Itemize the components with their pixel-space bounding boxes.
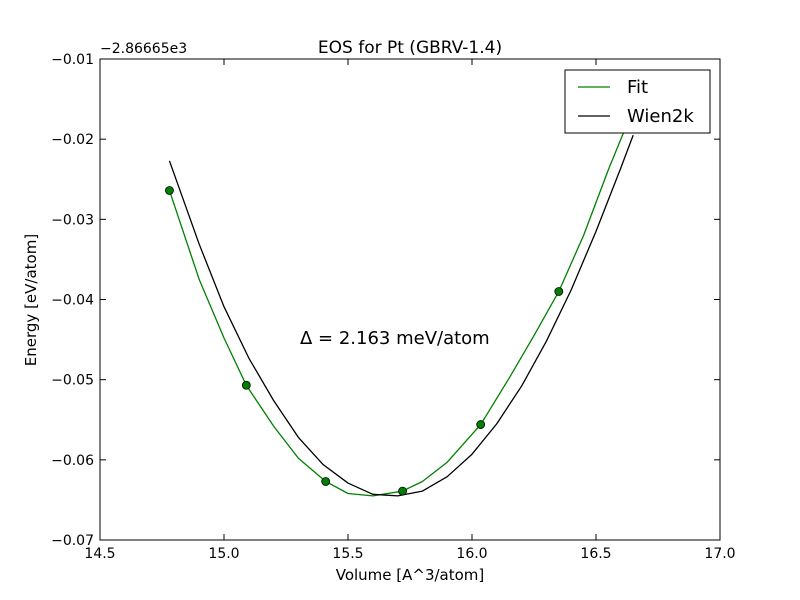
x-tick-label: 17.0 — [704, 546, 735, 562]
y-axis-ticks: −0.01 −0.02 −0.03 −0.04 −0.05 −0.06 −0.07 — [51, 52, 720, 549]
y-tick-label: −0.04 — [51, 293, 94, 309]
data-points — [165, 186, 564, 496]
x-tick-label: 15.0 — [208, 546, 239, 562]
y-tick-label: −0.05 — [51, 373, 94, 389]
y-axis-label: Energy [eV/atom] — [22, 234, 40, 366]
series-layer — [168, 126, 634, 497]
data-point — [241, 380, 251, 390]
data-point — [321, 477, 331, 486]
data-point — [398, 486, 407, 496]
series-line-fit — [168, 126, 627, 497]
data-point — [476, 420, 486, 429]
y-tick-label: −0.07 — [51, 533, 94, 549]
chart-title: EOS for Pt (GBRV-1.4) — [318, 38, 502, 58]
legend-box — [564, 69, 711, 134]
y-tick-label: −0.03 — [51, 212, 94, 228]
x-tick-label: 16.5 — [580, 546, 611, 562]
legend: Fit Wien2k — [564, 69, 711, 134]
y-tick-label: −0.02 — [51, 132, 94, 148]
y-tick-label: −0.01 — [51, 52, 94, 68]
x-tick-label: 15.5 — [332, 546, 363, 562]
x-tick-label: 16.0 — [456, 546, 487, 562]
x-axis-label: Volume [A^3/atom] — [336, 566, 485, 584]
y-tick-label: −0.06 — [51, 453, 94, 469]
data-point — [554, 287, 564, 296]
x-axis-ticks: 14.5 15.0 15.5 16.0 16.5 17.0 — [84, 59, 736, 562]
data-point — [165, 186, 174, 195]
y-offset-label: −2.86665e3 — [100, 41, 187, 57]
delta-annotation: Δ = 2.163 meV/atom — [300, 328, 490, 349]
legend-label-fit: Fit — [627, 77, 648, 98]
x-tick-label: 14.5 — [84, 546, 115, 562]
series-line-wien2k — [168, 134, 634, 497]
legend-label-wien2k: Wien2k — [627, 106, 694, 127]
